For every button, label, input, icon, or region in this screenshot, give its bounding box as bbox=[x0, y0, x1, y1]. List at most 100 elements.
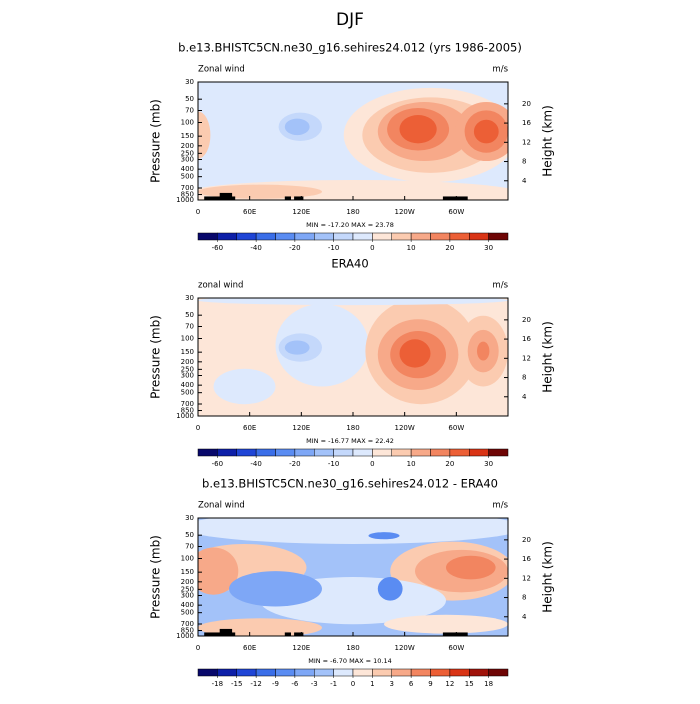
contour-fill bbox=[368, 532, 400, 540]
colorbar-label: 1 bbox=[370, 680, 374, 688]
colorbar-label: 30 bbox=[484, 244, 493, 252]
y-tick-label: 500 bbox=[181, 609, 194, 617]
y-axis-label: Pressure (mb) bbox=[149, 315, 163, 399]
contour-fill bbox=[284, 118, 310, 136]
colorbar-label: 10 bbox=[407, 244, 416, 252]
contour-fill bbox=[198, 111, 211, 159]
y-tick-label: 50 bbox=[185, 95, 194, 103]
panel-title: b.e13.BHISTC5CN.ne30_g16.sehires24.012 -… bbox=[202, 477, 498, 491]
contour-field bbox=[198, 298, 508, 416]
y-tick-label: 30 bbox=[185, 514, 194, 522]
y-tick-label: 50 bbox=[185, 531, 194, 539]
colorbar-box bbox=[391, 448, 412, 457]
y-tick-label: 300 bbox=[181, 591, 194, 599]
topography bbox=[284, 196, 291, 200]
colorbar-box bbox=[197, 448, 218, 457]
colorbar-label: -20 bbox=[289, 460, 300, 468]
x-tick-label: 180 bbox=[346, 644, 359, 652]
y2-tick-label: 4 bbox=[522, 177, 527, 185]
y2-tick-label: 8 bbox=[522, 374, 526, 382]
y-tick-label: 100 bbox=[181, 119, 194, 127]
y-tick-label: 700 bbox=[181, 620, 194, 628]
x-tick-label: 120W bbox=[395, 424, 415, 432]
colorbar-box bbox=[333, 232, 354, 241]
colorbar-box bbox=[294, 668, 315, 677]
x-tick-label: 120E bbox=[292, 424, 310, 432]
colorbar-label: 0 bbox=[370, 460, 374, 468]
colorbar-label: -12 bbox=[250, 680, 261, 688]
y-tick-label: 850 bbox=[181, 407, 194, 415]
colorbar-label: 20 bbox=[445, 460, 454, 468]
stats: MIN = -16.77 MAX = 22.42 bbox=[306, 437, 394, 445]
colorbar-box bbox=[314, 448, 334, 457]
y2-tick-label: 20 bbox=[522, 100, 531, 108]
y-tick-label: 400 bbox=[181, 381, 194, 389]
colorbar-label: 10 bbox=[407, 460, 416, 468]
colorbar-box bbox=[333, 668, 354, 677]
colorbar-label: -60 bbox=[212, 244, 223, 252]
x-tick-label: 60W bbox=[448, 208, 464, 216]
y-tick-label: 150 bbox=[181, 568, 194, 576]
colorbar-box bbox=[217, 232, 237, 241]
y-tick-label: 400 bbox=[181, 165, 194, 173]
x-tick-label: 120W bbox=[395, 208, 415, 216]
y2-tick-label: 12 bbox=[522, 138, 531, 146]
y-tick-label: 100 bbox=[181, 555, 194, 563]
contour-field bbox=[198, 82, 508, 200]
colorbar-box bbox=[294, 232, 315, 241]
unit-label: m/s bbox=[492, 501, 508, 511]
topography bbox=[219, 192, 233, 200]
colorbar-box bbox=[430, 232, 451, 241]
colorbar-label: -60 bbox=[212, 460, 223, 468]
y-tick-label: 200 bbox=[181, 578, 194, 586]
field-label: Zonal wind bbox=[198, 65, 245, 75]
unit-label: m/s bbox=[492, 65, 508, 75]
y-tick-label: 850 bbox=[181, 627, 194, 635]
y2-tick-label: 4 bbox=[522, 613, 527, 621]
topography bbox=[294, 196, 304, 200]
colorbar-label: -3 bbox=[311, 680, 318, 688]
y-tick-label: 400 bbox=[181, 601, 194, 609]
y-tick-label: 300 bbox=[181, 155, 194, 163]
colorbar-box bbox=[197, 668, 218, 677]
y2-tick-label: 8 bbox=[522, 158, 526, 166]
y-tick-label: 150 bbox=[181, 348, 194, 356]
colorbar-label: 6 bbox=[409, 680, 414, 688]
topography bbox=[442, 632, 468, 636]
y-tick-label: 100 bbox=[181, 335, 194, 343]
y2-tick-label: 4 bbox=[522, 393, 527, 401]
colorbar-label: -10 bbox=[328, 460, 339, 468]
colorbar-box bbox=[314, 668, 334, 677]
colorbar-box bbox=[217, 668, 237, 677]
colorbar-box bbox=[488, 232, 509, 241]
y2-tick-label: 16 bbox=[522, 335, 531, 343]
colorbar-label: -40 bbox=[250, 460, 261, 468]
contour-field bbox=[198, 518, 508, 636]
colorbar-box bbox=[410, 668, 431, 677]
colorbar-label: -9 bbox=[272, 680, 279, 688]
colorbar-label: -20 bbox=[289, 244, 300, 252]
y2-axis-label: Height (km) bbox=[541, 105, 555, 176]
y2-tick-label: 12 bbox=[522, 574, 531, 582]
contour-fill bbox=[477, 341, 490, 361]
y2-tick-label: 16 bbox=[522, 119, 531, 127]
y-tick-label: 500 bbox=[181, 173, 194, 181]
colorbar-box bbox=[469, 232, 489, 241]
colorbar-box bbox=[372, 448, 392, 457]
x-tick-label: 60E bbox=[243, 208, 256, 216]
colorbar-box bbox=[275, 232, 296, 241]
x-tick-label: 60W bbox=[448, 424, 464, 432]
colorbar-box bbox=[488, 448, 509, 457]
colorbar-box bbox=[469, 668, 489, 677]
contour-fill bbox=[198, 547, 239, 595]
topography bbox=[294, 632, 304, 636]
stats: MIN = -6.70 MAX = 10.14 bbox=[308, 657, 392, 665]
colorbar-box bbox=[449, 668, 470, 677]
colorbar-box bbox=[255, 232, 276, 241]
x-tick-label: 120E bbox=[292, 208, 310, 216]
colorbar-box bbox=[236, 448, 257, 457]
stats: MIN = -17.20 MAX = 23.78 bbox=[306, 221, 394, 229]
colorbar-box bbox=[430, 668, 451, 677]
y-tick-label: 70 bbox=[185, 107, 194, 115]
colorbar-box bbox=[352, 668, 373, 677]
